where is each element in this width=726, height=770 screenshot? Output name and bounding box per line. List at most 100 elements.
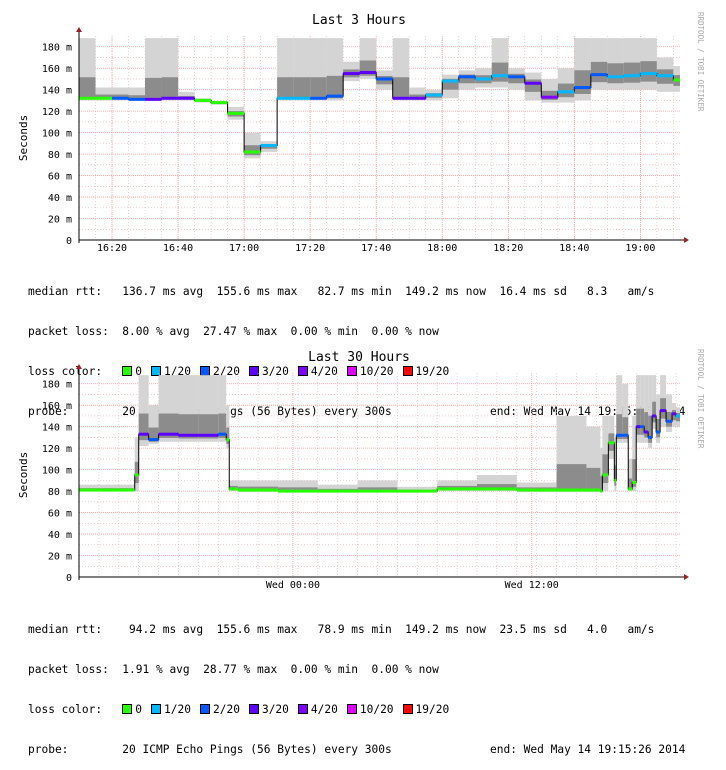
y-tick-label: 60 m <box>48 172 72 183</box>
loss-color-value: 1/20 <box>164 703 191 717</box>
loss-color-label: loss color: <box>28 365 123 379</box>
median-point <box>425 93 443 97</box>
smoke-band-inner <box>614 465 617 486</box>
median-point <box>148 438 159 442</box>
loss-color-swatch <box>151 366 162 377</box>
loss-color-value: 19/20 <box>415 365 450 379</box>
median-point <box>397 489 438 493</box>
y-tick-label: 20 m <box>48 215 72 226</box>
median-point <box>475 77 492 81</box>
loss-color-item: 10/20 <box>346 703 394 716</box>
smoke-band <box>516 482 557 493</box>
median-point <box>574 86 591 90</box>
smoke-band-inner <box>226 427 230 444</box>
smoke-band <box>614 437 617 492</box>
median-point <box>343 72 360 76</box>
smoke-band-inner <box>392 77 410 100</box>
smoke-band <box>138 375 149 447</box>
loss-color-item: 3/20 <box>248 365 289 378</box>
loss-color-swatch <box>200 704 210 715</box>
smoke-band-inner <box>622 417 629 440</box>
median-point <box>672 412 677 416</box>
loss-color-item: 4/20 <box>297 703 338 716</box>
median-point <box>178 433 199 437</box>
median-point <box>623 74 641 78</box>
y-tick-label: 100 m <box>42 129 72 140</box>
stats-block-30h: median rtt: 94.2 ms avg 155.6 ms max 78.… <box>28 596 685 770</box>
plot-area: 0 20 m 40 m 60 m 80 m 100 m 120 m 140 m 160 m 180… <box>42 27 689 254</box>
smoke-band <box>622 383 629 443</box>
median-point <box>541 95 558 99</box>
chart-title: Last 30 Hours <box>308 350 410 365</box>
end-time: end: Wed May 14 19:15:26 2014 <box>490 743 686 757</box>
x-tick-label: Wed 12:00 <box>505 580 559 591</box>
smoke-band-inner <box>628 478 633 491</box>
x-axis-arrow <box>684 574 689 580</box>
loss-color-item: 0 <box>122 365 142 378</box>
loss-color-value: 10/20 <box>359 365 394 379</box>
median-point <box>310 96 327 100</box>
median-point <box>442 79 459 83</box>
median-point <box>508 75 525 79</box>
packet-loss-line: packet loss: 8.00 % avg 27.47 % max 0.00… <box>28 325 439 339</box>
median-point <box>128 97 146 101</box>
median-point <box>656 74 674 78</box>
smoke-band-inner <box>623 62 641 83</box>
smoke-band-inner <box>145 77 162 100</box>
x-tick-label: 17:40 <box>361 243 391 254</box>
smoke-band-inner <box>310 77 327 100</box>
smoke-band-inner <box>477 484 517 491</box>
smoke-band-inner <box>640 408 645 435</box>
median-point <box>227 111 245 115</box>
median-point <box>632 481 637 485</box>
loss-color-item: 10/20 <box>346 365 394 379</box>
smoke-band-inner <box>508 73 525 84</box>
median-point <box>673 78 680 82</box>
y-tick-label: 80 m <box>48 487 72 498</box>
y-tick-label: 180 m <box>42 43 72 54</box>
median-point <box>158 432 179 436</box>
median-point <box>178 96 195 100</box>
smoke-band <box>132 484 135 492</box>
median-point <box>491 74 509 78</box>
smoke-band-inner <box>636 408 641 435</box>
smoke-band <box>437 480 478 492</box>
median-point <box>586 488 601 492</box>
loss-color-item: 0 <box>122 703 142 716</box>
smoke-band-inner <box>148 427 159 442</box>
smoke-band-inner <box>442 78 459 90</box>
loss-color-legend: loss color: 0 1/20 2/20 3/20 4/20 10/20 19/20 <box>28 703 654 716</box>
loss-color-item: 1/20 <box>151 365 191 378</box>
median-point <box>409 96 426 100</box>
median-point <box>608 441 615 445</box>
loss-color-swatch <box>122 366 133 377</box>
loss-color-item: 2/20 <box>200 703 240 716</box>
credit-text: RRDTOOL / TOBI OETIKER <box>696 349 705 449</box>
loss-color-swatch <box>346 366 357 377</box>
smoke-band-inner <box>458 74 476 84</box>
smoke-band-inner <box>161 77 179 100</box>
median-point <box>666 419 673 423</box>
median-point <box>198 433 219 437</box>
loss-color-item: 19/20 <box>402 703 450 717</box>
y-tick-label: 80 m <box>48 150 72 161</box>
median-point <box>607 75 624 79</box>
median-point <box>458 75 476 79</box>
smoke-band-inner <box>640 61 657 82</box>
smoke-band <box>644 375 649 443</box>
smoke-band-inner <box>574 70 591 94</box>
x-tick-label: 18:40 <box>559 243 589 254</box>
smoke-band-inner <box>656 418 661 438</box>
loss-color-value: 19/20 <box>415 703 450 717</box>
smoke-band <box>600 448 603 493</box>
smoke-band <box>632 415 637 492</box>
median-point <box>132 488 135 492</box>
smoke-band-inner <box>524 79 542 92</box>
y-axis-label: Seconds <box>17 452 30 498</box>
median-point <box>516 488 557 492</box>
median-point <box>79 488 133 492</box>
median-point <box>79 96 96 100</box>
smoke-band-inner <box>158 413 179 438</box>
smoke-band <box>648 375 653 449</box>
smoke-band-inner <box>278 487 318 492</box>
